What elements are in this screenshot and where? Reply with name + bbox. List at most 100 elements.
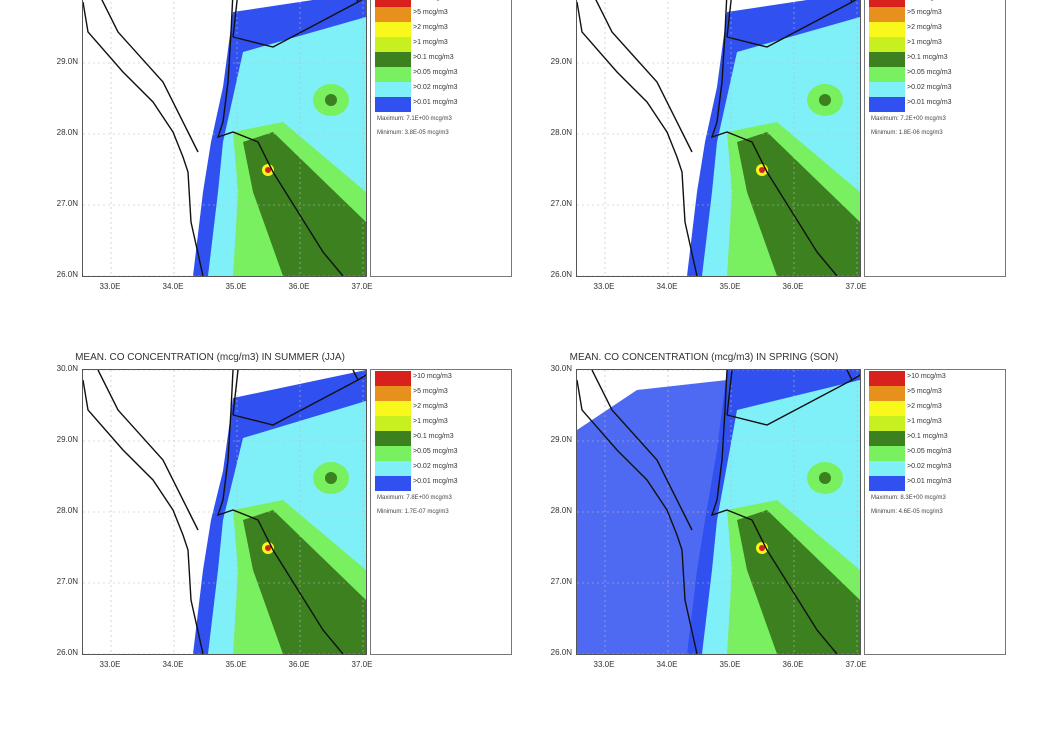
x-tick-label: 33.0E [99,660,121,669]
legend-item: >0.05 mcg/m3 [869,67,1005,82]
legend-label: >1 mcg/m3 [413,418,448,425]
legend-swatch [869,461,905,476]
dark-green-area [737,510,860,654]
coastline [710,0,838,276]
legend-label: >0.02 mcg/m3 [907,84,952,91]
map-panel: MEAN. CO CONCENTRATION (mcg/m3) IN SPRIN… [494,352,1006,749]
concentration-map [576,369,861,655]
legend-label: >2 mcg/m3 [413,403,448,410]
y-tick-label: 30.0N [550,364,572,373]
legend-swatch [869,22,905,37]
legend-swatch [375,7,411,22]
x-tick-label: 35.0E [719,282,741,291]
border [232,370,366,426]
concentration-map [576,0,861,277]
x-tick-label: 37.0E [351,660,373,669]
concentration-map [82,0,367,277]
y-tick-label: 27.0N [56,577,78,586]
maximum-value: Maximum: 8.3E+00 mcg/m3 [871,495,946,501]
x-tick-label: 36.0E [288,660,310,669]
y-tick-label: 26.0N [550,648,572,657]
legend-label: >10 mcg/m3 [907,373,946,380]
coastline [216,0,344,276]
legend-label: >0.01 mcg/m3 [413,478,458,485]
y-tick-label: 28.0N [56,506,78,515]
x-tick-label: 36.0E [782,282,804,291]
legend-swatch [375,52,411,67]
legend-swatch [869,97,905,112]
legend-label: >0.01 mcg/m3 [413,99,458,106]
legend-swatch [869,401,905,416]
legend-item: >1 mcg/m3 [375,416,511,431]
legend-label: >5 mcg/m3 [907,388,942,395]
x-tick-label: 34.0E [656,282,678,291]
legend-label: >0.02 mcg/m3 [907,463,952,470]
legend-item: >0.05 mcg/m3 [375,67,511,82]
legend-label: >0.01 mcg/m3 [907,99,952,106]
legend-item: >0.1 mcg/m3 [375,52,511,67]
x-tick-label: 35.0E [719,660,741,669]
legend-label: >10 mcg/m3 [907,0,946,1]
legend-item: >5 mcg/m3 [869,386,1005,401]
border [726,370,860,426]
y-tick-label: 26.0N [56,648,78,657]
legend-label: >1 mcg/m3 [907,39,942,46]
legend-swatch [375,0,411,7]
legend-item: >0.02 mcg/m3 [869,461,1005,476]
legend-swatch [869,476,905,491]
legend: >10 mcg/m3 >5 mcg/m3 >2 mcg/m3 >1 mcg/m3 >0.… [370,0,512,277]
legend-swatch [375,82,411,97]
x-tick-label: 34.0E [656,660,678,669]
x-tick-label: 33.0E [593,660,615,669]
dark-green-area [243,510,366,654]
coastline [595,0,693,153]
legend-item: >0.01 mcg/m3 [375,97,511,112]
legend-swatch [375,416,411,431]
legend-label: >2 mcg/m3 [413,24,448,31]
legend-label: >10 mcg/m3 [413,0,452,1]
x-tick-label: 37.0E [845,282,867,291]
map-panel: MEAN. CO CONCENTRATION (mcg/m3) IN SUMME… [0,352,512,749]
legend-item: >0.1 mcg/m3 [869,52,1005,67]
legend: >10 mcg/m3 >5 mcg/m3 >2 mcg/m3 >1 mcg/m3 >0.… [864,0,1006,277]
legend-item: >2 mcg/m3 [869,22,1005,37]
y-tick-label: 29.0N [550,435,572,444]
legend-item: >10 mcg/m3 [869,371,1005,386]
legend-swatch [869,67,905,82]
x-tick-label: 36.0E [782,660,804,669]
legend-label: >0.05 mcg/m3 [907,448,952,455]
legend-swatch [869,0,905,7]
legend-label: >0.1 mcg/m3 [907,54,948,61]
legend-label: >10 mcg/m3 [413,373,452,380]
x-tick-label: 34.0E [162,282,184,291]
coastline [97,370,199,531]
y-tick-label: 26.0N [56,270,78,279]
legend-item: >5 mcg/m3 [869,7,1005,22]
legend-swatch [375,37,411,52]
coastline [577,379,698,654]
x-tick-label: 35.0E [225,282,247,291]
legend-label: >0.02 mcg/m3 [413,84,458,91]
legend-item: >0.02 mcg/m3 [375,461,511,476]
coastline [83,379,204,654]
legend-label: >0.1 mcg/m3 [413,54,454,61]
maximum-value: Maximum: 7.1E+00 mcg/m3 [377,116,452,122]
legend-swatch [375,67,411,82]
y-tick-label: 29.0N [550,57,572,66]
legend-item: >10 mcg/m3 [375,0,511,7]
legend-item: >0.05 mcg/m3 [375,446,511,461]
legend-swatch [375,446,411,461]
legend-item: >1 mcg/m3 [869,416,1005,431]
legend-item: >0.1 mcg/m3 [375,431,511,446]
coastline [216,370,344,654]
coastline [83,1,204,276]
y-tick-label: 29.0N [56,435,78,444]
legend-item: >2 mcg/m3 [375,22,511,37]
coastline [101,0,199,153]
legend-item: >2 mcg/m3 [375,401,511,416]
legend-swatch [869,52,905,67]
legend-item: >5 mcg/m3 [375,7,511,22]
legend-swatch [375,22,411,37]
maximum-value: Maximum: 7.8E+00 mcg/m3 [377,495,452,501]
y-tick-label: 27.0N [550,199,572,208]
